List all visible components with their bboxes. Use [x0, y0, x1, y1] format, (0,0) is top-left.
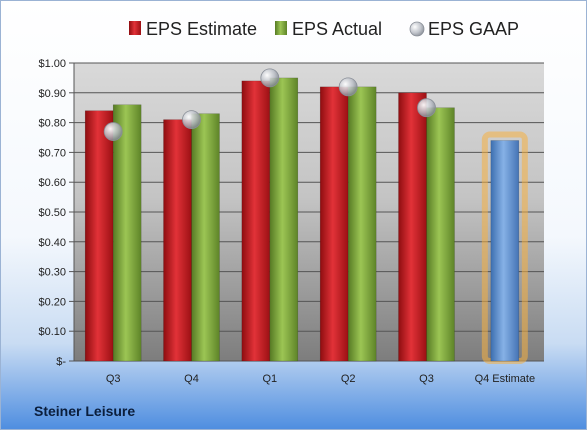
legend-swatch [275, 21, 287, 35]
y-tick-label: $0.50 [38, 207, 66, 219]
y-tick-label: $0.30 [38, 267, 66, 279]
y-tick-label: $- [56, 356, 66, 368]
legend-swatch [129, 21, 141, 35]
legend-swatch [409, 21, 425, 37]
y-tick-label: $1.00 [38, 58, 66, 70]
legend-label: EPS Actual [292, 19, 382, 39]
bar-q4-estimate [490, 140, 520, 362]
gaap-point [260, 68, 280, 88]
gaap-point [182, 110, 201, 130]
y-tick-label: $0.70 [38, 147, 66, 159]
legend-item: EPS Estimate [129, 19, 257, 39]
bar-eps-estimate [84, 110, 114, 362]
x-tick-label: Q4 Estimate [475, 373, 536, 385]
y-tick-label: $0.90 [38, 88, 66, 100]
y-tick-label: $0.10 [38, 326, 66, 338]
x-tick-label: Q3 [106, 373, 121, 385]
bar-eps-actual [269, 77, 299, 362]
y-tick-label: $0.40 [38, 237, 66, 249]
y-tick-label: $0.80 [38, 118, 66, 130]
legend-label: EPS Estimate [146, 19, 257, 39]
x-tick-label: Q2 [341, 373, 356, 385]
x-tick-label: Q4 [184, 373, 199, 385]
bar-eps-actual [112, 104, 142, 362]
x-tick-label: Q3 [419, 373, 434, 385]
gaap-point [103, 122, 123, 141]
bar-eps-estimate [398, 92, 427, 362]
company-name: Steiner Leisure [34, 403, 136, 419]
legend-item: EPS GAAP [409, 19, 519, 39]
legend-item: EPS Actual [275, 19, 382, 39]
bar-eps-estimate [241, 80, 271, 362]
bar-eps-estimate [163, 119, 192, 362]
y-tick-label: $0.60 [38, 177, 66, 189]
gaap-point [417, 98, 436, 118]
bar-eps-actual [426, 107, 455, 362]
bar-eps-estimate [319, 86, 349, 362]
bar-eps-actual [347, 86, 377, 362]
x-tick-label: Q1 [262, 373, 277, 385]
legend-label: EPS GAAP [428, 19, 519, 39]
gaap-point [338, 77, 358, 97]
y-tick-label: $0.20 [38, 296, 66, 308]
bar-eps-actual [191, 113, 220, 362]
